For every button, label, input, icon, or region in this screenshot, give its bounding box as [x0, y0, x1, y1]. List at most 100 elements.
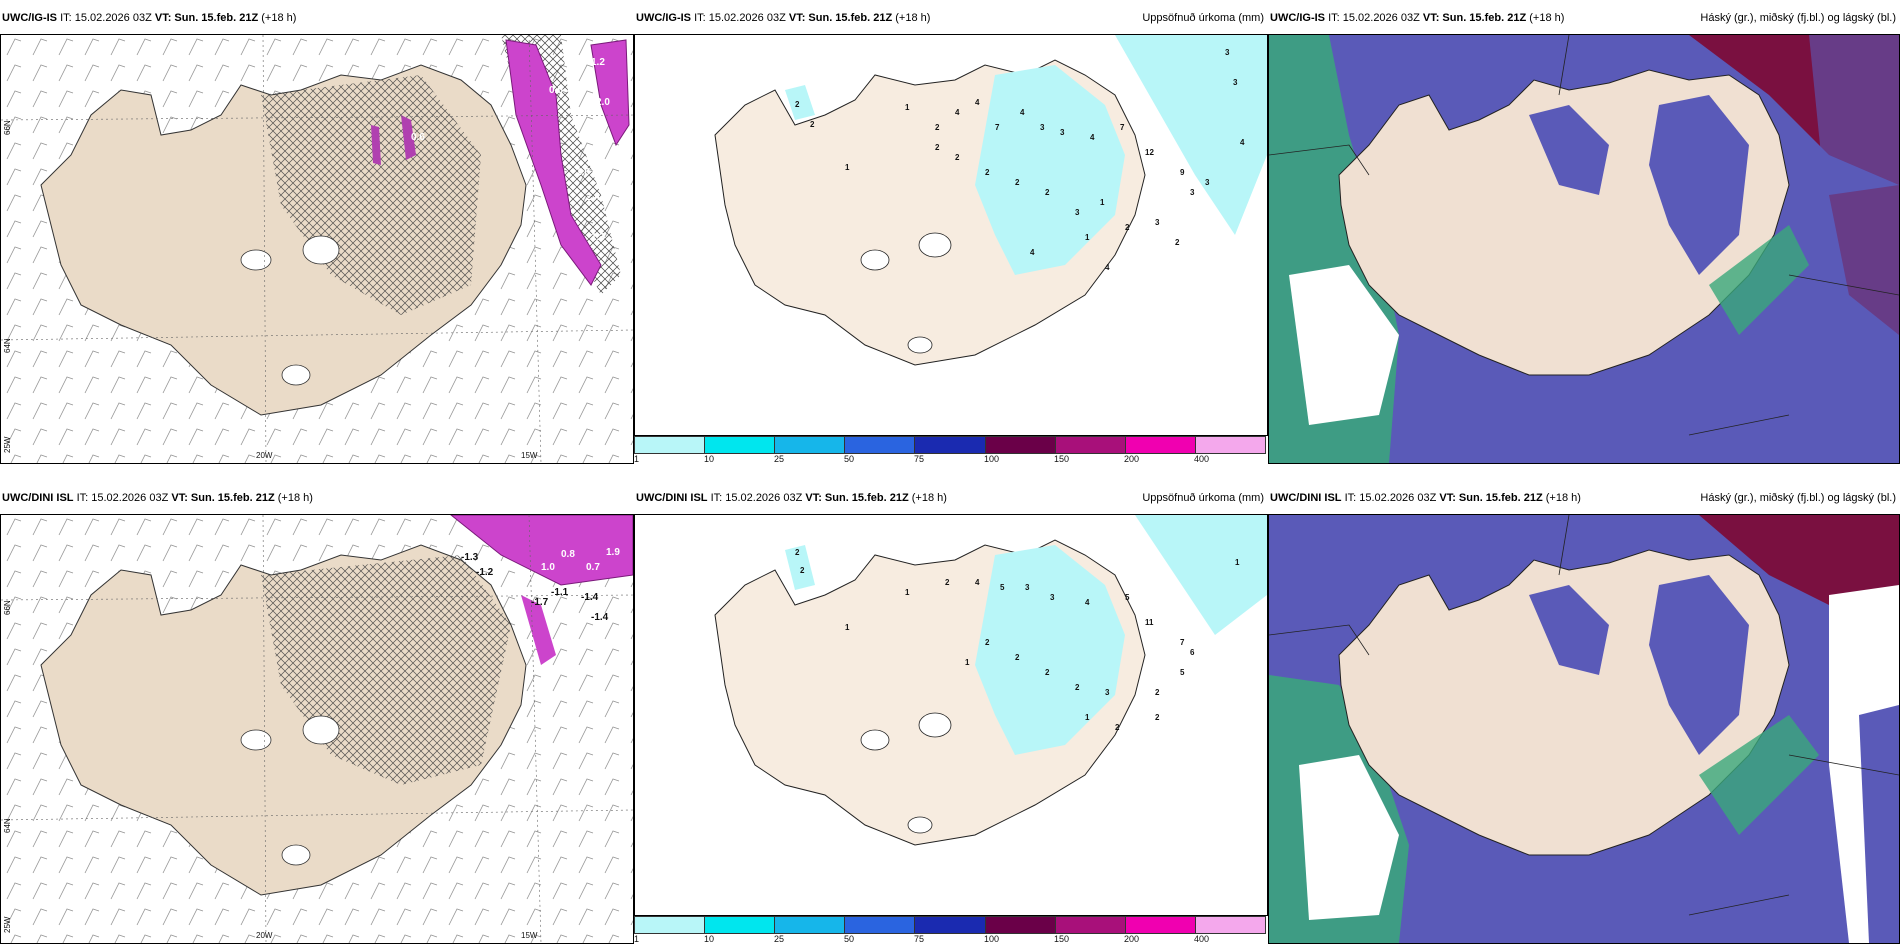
valid-label: VT: [788, 12, 806, 24]
wind-value: 1.0 [576, 167, 590, 178]
precip-label: 5 [1125, 593, 1130, 602]
panel-bottom-left: UWC/DINI ISL IT: 15.02.2026 03Z VT: Sun.… [0, 488, 634, 944]
precip-label: 4 [1030, 248, 1035, 257]
lead-time: (+18 h) [261, 12, 297, 24]
valid-time: Sun. 15.feb. 21Z [1458, 492, 1543, 504]
wind-value: -1.7 [531, 597, 549, 608]
colorbar-label: 400 [1194, 454, 1210, 464]
precip-label: 2 [945, 578, 950, 587]
precip-label: 7 [995, 123, 1000, 132]
lat-label: 64N [3, 818, 12, 833]
precip-label: 4 [1020, 108, 1025, 117]
colorbar-swatch [1125, 917, 1196, 933]
precip-label: 9 [1180, 168, 1185, 177]
precip-label: 2 [1045, 188, 1050, 197]
wind-value: 1.2 [591, 57, 605, 68]
lat-label: 66N [3, 600, 12, 615]
precip-label: 1 [1100, 198, 1105, 207]
colorbar-label: 1 [634, 454, 640, 464]
init-time: IT: 15.02.2026 03Z [60, 12, 152, 24]
colorbar-label: 400 [1194, 934, 1210, 944]
init-time: IT: 15.02.2026 03Z [710, 492, 803, 504]
precip-label: 1 [905, 588, 910, 597]
model-name: UWC/IG-IS [2, 12, 57, 24]
wind-value: 1.3 [591, 232, 605, 243]
lon-label: 15W [521, 451, 538, 460]
colorbar-swatch [705, 437, 776, 453]
colorbar-swatch [1195, 917, 1265, 933]
precip-label: 4 [975, 578, 980, 587]
precip-label: 4 [955, 108, 960, 117]
valid-time: Sun. 15.feb. 21Z [824, 492, 909, 504]
panel-header: UWC/IG-IS IT: 15.02.2026 03Z VT: Sun. 15… [0, 8, 634, 28]
model-name: UWC/DINI ISL [2, 492, 74, 504]
colorbar-swatch [1125, 437, 1196, 453]
colorbar-label: 50 [844, 934, 855, 944]
lat-label: 66N [3, 120, 12, 135]
wind-value: -1.4 [591, 612, 609, 623]
precip-label: 11 [1145, 618, 1154, 627]
model-name: UWC/DINI ISL [636, 492, 708, 504]
valid-label: VT: [1439, 492, 1456, 504]
lon-label: 20W [256, 451, 273, 460]
colorbar-swatch [705, 917, 776, 933]
colorbar-label: 25 [774, 454, 785, 464]
colorbar [634, 436, 1266, 454]
colorbar-swatch [775, 437, 846, 453]
cloud-map [1268, 34, 1900, 464]
precip-label: 3 [1233, 78, 1238, 87]
precip-label: 2 [800, 566, 805, 575]
precip-label: 4 [1105, 263, 1110, 272]
precip-label: 2 [1155, 688, 1160, 697]
lead-time: (+18 h) [1545, 492, 1581, 504]
precip-label: 4 [1085, 598, 1090, 607]
colorbar-label: 150 [1054, 934, 1070, 944]
panel-top-right: UWC/IG-IS IT: 15.02.2026 03Z VT: Sun. 15… [1268, 8, 1900, 464]
precip-label: 2 [955, 153, 960, 162]
valid-time: Sun. 15.feb. 21Z [808, 12, 893, 24]
precip-label: 2 [795, 548, 800, 557]
model-name: UWC/IG-IS [1270, 12, 1325, 24]
wind-value: 2.4 [586, 192, 600, 203]
valid-label: VT: [154, 12, 172, 24]
precip-label: 1 [845, 623, 850, 632]
wind-value: 0.7 [579, 132, 593, 143]
lat-label: 64N [3, 338, 12, 353]
wind-value: 0.4 [481, 45, 495, 56]
precip-label: 2 [1015, 178, 1020, 187]
precip-label: 3 [1205, 178, 1210, 187]
precip-label: 1 [965, 658, 970, 667]
precip-label: 4 [975, 98, 980, 107]
wind-map: -1.3 -1.2 -1.1 -1.4 -1.4 -1.7 1.0 0.8 0.… [0, 514, 634, 944]
colorbar-swatch [635, 437, 706, 453]
precip-label: 3 [1105, 688, 1110, 697]
lead-time: (+18 h) [277, 492, 313, 504]
valid-label: VT: [805, 492, 822, 504]
precip-label: 3 [1040, 123, 1045, 132]
colorbar-label: 100 [984, 934, 1000, 944]
precip-label: 3 [1075, 208, 1080, 217]
colorbar-label: 200 [1124, 934, 1140, 944]
colorbar-label: 50 [844, 454, 855, 464]
panel-header: UWC/IG-IS IT: 15.02.2026 03Z VT: Sun. 15… [1268, 8, 1900, 28]
wind-value: -1.4 [581, 592, 599, 603]
colorbar-label: 75 [914, 454, 925, 464]
precip-label: 4 [1240, 138, 1245, 147]
precip-label: 1 [905, 103, 910, 112]
precip-label: 2 [1175, 238, 1180, 247]
colorbar-swatch [845, 437, 916, 453]
colorbar-swatch [775, 917, 846, 933]
colorbar-swatch [1055, 437, 1126, 453]
panel-header: UWC/DINI ISL IT: 15.02.2026 03Z VT: Sun.… [1268, 488, 1900, 508]
precip-label: 5 [1000, 583, 1005, 592]
panel-bottom-middle: UWC/DINI ISL IT: 15.02.2026 03Z VT: Sun.… [634, 488, 1268, 944]
precip-label: 1 [1085, 233, 1090, 242]
wind-value: 0.5 [549, 85, 563, 96]
init-time: IT: 15.02.2026 03Z [694, 12, 786, 24]
lead-time: (+18 h) [895, 12, 931, 24]
wind-value: -1.2 [476, 567, 494, 578]
colorbar-swatch [1055, 917, 1126, 933]
wind-value: -1.3 [461, 552, 479, 563]
map-title: Uppsöfnuð úrkoma (mm) [1142, 12, 1264, 24]
valid-label: VT: [171, 492, 188, 504]
